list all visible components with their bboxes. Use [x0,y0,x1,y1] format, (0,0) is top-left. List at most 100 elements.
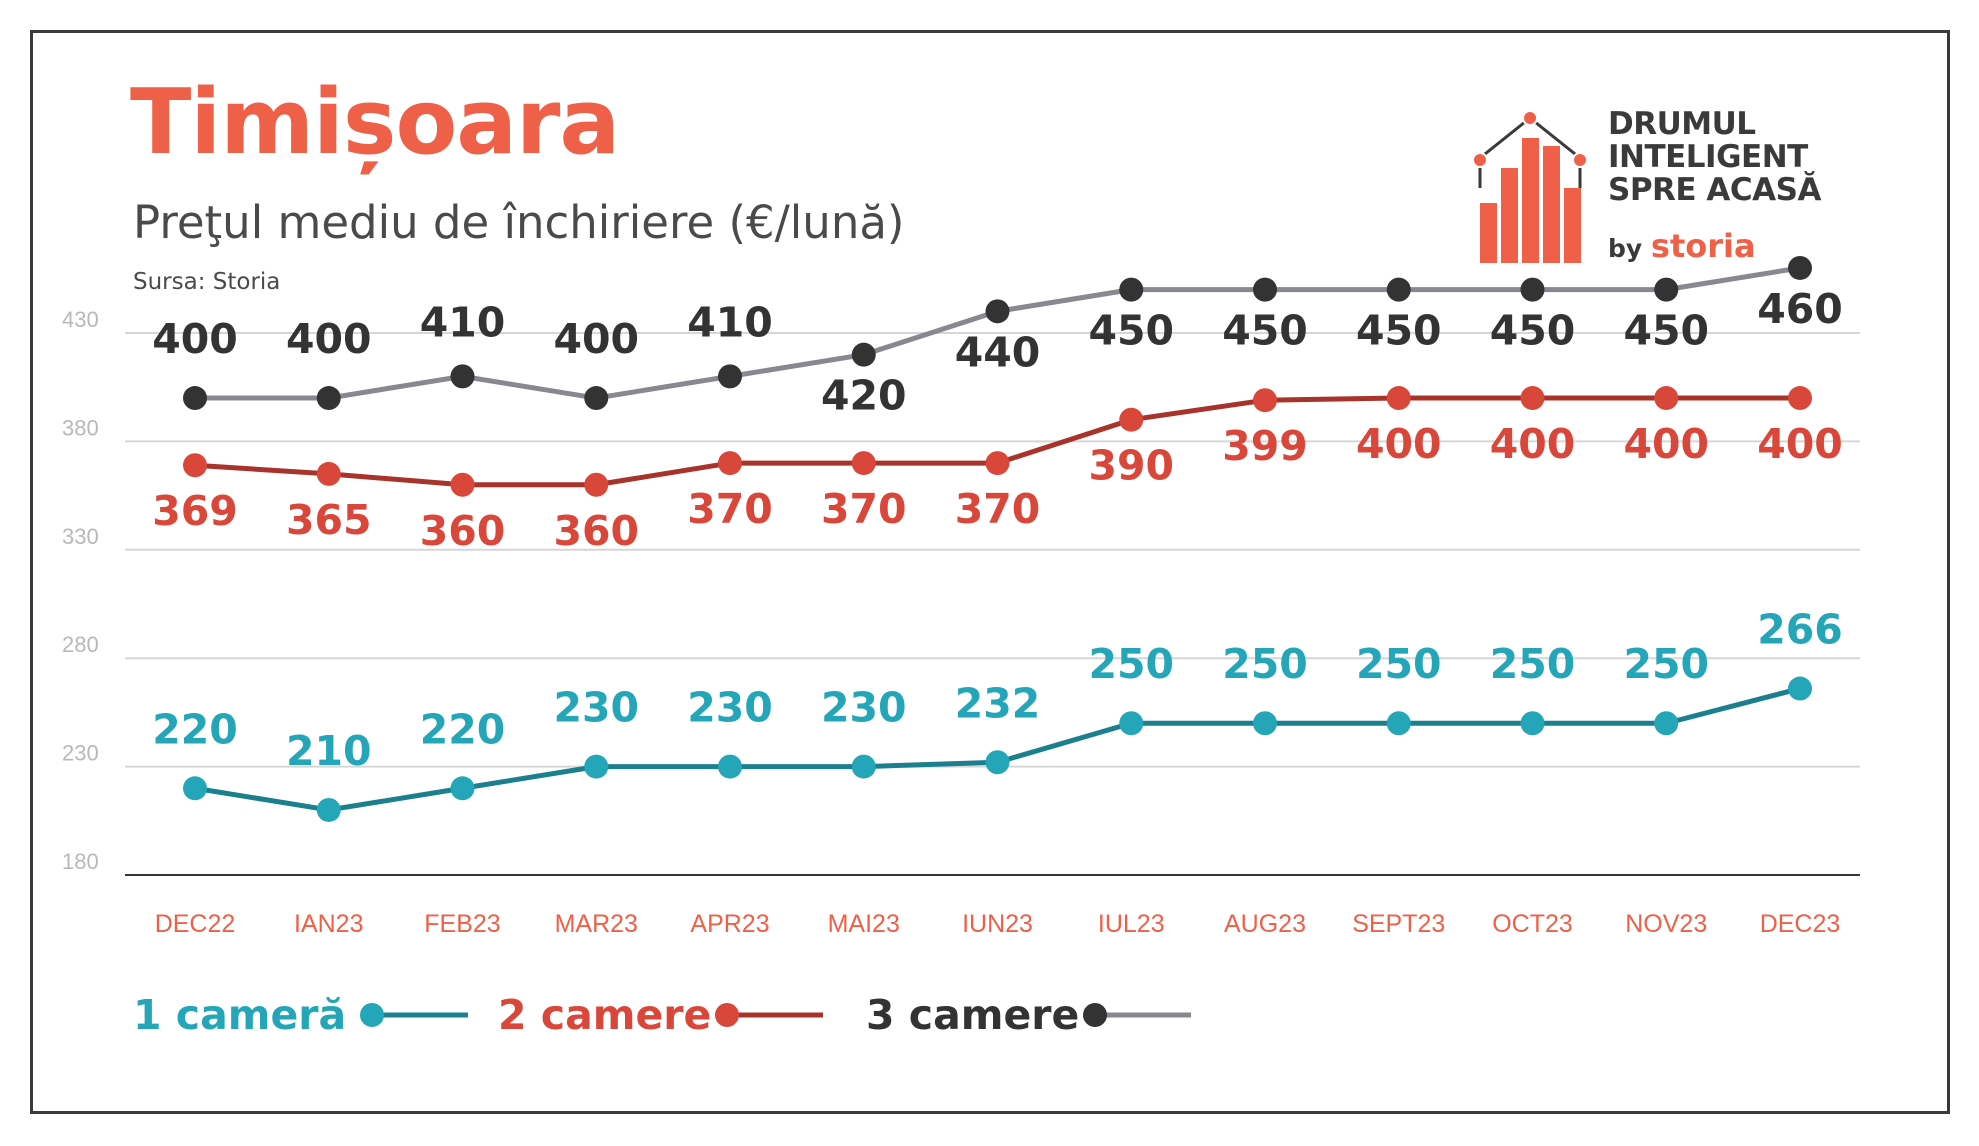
data-label: 250 [1490,640,1576,688]
data-point [1520,386,1545,411]
y-tick-label: 380 [62,415,99,440]
data-label: 410 [687,298,773,346]
legend-label: 2 camere [498,991,712,1039]
data-label: 390 [1088,442,1174,490]
data-point [584,472,609,497]
data-label: 230 [821,684,907,732]
y-tick-label: 430 [62,307,99,332]
data-label: 210 [286,727,372,775]
data-label: 410 [420,298,506,346]
data-point [316,797,341,822]
chart-frame [30,30,1950,1114]
chart-subtitle: Preţul mediu de închiriere (€/lună) [133,196,905,249]
data-label: 400 [553,315,639,363]
data-label: 250 [1623,640,1709,688]
data-point [718,754,742,779]
data-label: 400 [1490,420,1576,468]
data-point [1386,711,1411,736]
x-tick-label: FEB23 [424,910,500,938]
y-tick-label: 230 [62,741,99,766]
data-point [985,299,1010,324]
data-point [1119,407,1144,432]
data-label: 365 [286,496,372,544]
chart-source: Sursa: Storia [133,269,281,295]
data-point [851,754,876,779]
data-label: 220 [152,705,238,753]
data-label: 400 [152,315,238,363]
legend-label: 1 cameră [133,991,347,1039]
data-label: 360 [553,507,639,555]
x-tick-label: SEPT23 [1352,910,1445,938]
data-label: 450 [1356,307,1442,355]
data-label: 250 [1356,640,1442,688]
logo-line-1: DRUMUL [1608,106,1756,142]
data-label: 370 [821,485,907,533]
data-point [1253,277,1277,302]
data-point [1253,388,1277,413]
x-tick-label: DEC22 [155,910,236,938]
y-tick-label: 180 [62,849,99,874]
data-label: 400 [1356,420,1442,468]
data-label: 230 [687,684,773,732]
data-point [1119,711,1144,736]
data-point [985,451,1010,476]
data-point [1788,386,1812,411]
data-point [1119,277,1144,302]
data-point [450,776,475,801]
x-tick-label: OCT23 [1492,910,1573,938]
y-tick-label: 280 [62,632,99,657]
x-tick-label: MAR23 [555,910,638,938]
data-point [1386,277,1411,302]
data-point [718,451,742,476]
data-label: 360 [420,507,506,555]
legend-marker [715,1003,823,1027]
logo-wordmark: DRUMUL INTELIGENT SPRE ACASĂ [1608,108,1821,207]
data-point [1654,386,1679,411]
data-label: 420 [821,372,907,420]
legend-marker [1083,1003,1191,1027]
data-point [183,453,207,478]
data-point [1253,711,1277,736]
data-label: 250 [1088,640,1174,688]
data-label: 400 [286,315,372,363]
data-label: 460 [1757,285,1843,333]
logo-by-storia: by storia [1608,230,1756,262]
data-label: 230 [553,684,639,732]
x-tick-label: DEC23 [1760,910,1841,938]
data-point [718,364,742,389]
house-bars-logo-icon [1472,110,1588,263]
data-point [584,754,609,779]
data-point [450,364,475,389]
data-label: 369 [152,487,238,535]
data-label: 370 [955,485,1041,533]
y-tick-label: 330 [62,524,99,549]
data-label: 250 [1222,640,1308,688]
x-tick-label: NOV23 [1625,910,1707,938]
data-point [1520,277,1545,302]
logo-line-3: SPRE ACASĂ [1608,172,1821,208]
x-tick-label: IUL23 [1098,910,1165,938]
data-point [1788,676,1812,701]
data-point [584,386,609,411]
storia-logo: DRUMUL INTELIGENT SPRE ACASĂ by storia [1470,108,1870,278]
data-label: 370 [687,485,773,533]
x-tick-label: IUN23 [962,910,1033,938]
data-label: 266 [1757,606,1843,654]
data-label: 440 [955,328,1041,376]
data-label: 220 [420,705,506,753]
x-tick-label: AUG23 [1224,910,1306,938]
data-point [1654,711,1679,736]
data-label: 232 [955,679,1041,727]
chart-title: Timișoara [130,70,620,175]
data-label: 450 [1623,307,1709,355]
data-point [851,342,876,367]
data-point [450,472,475,497]
data-label: 450 [1088,307,1174,355]
data-point [316,461,341,486]
data-point [183,776,207,801]
logo-brand: storia [1650,227,1756,265]
data-label: 450 [1490,307,1576,355]
data-label: 450 [1222,307,1308,355]
data-point [1788,255,1812,280]
